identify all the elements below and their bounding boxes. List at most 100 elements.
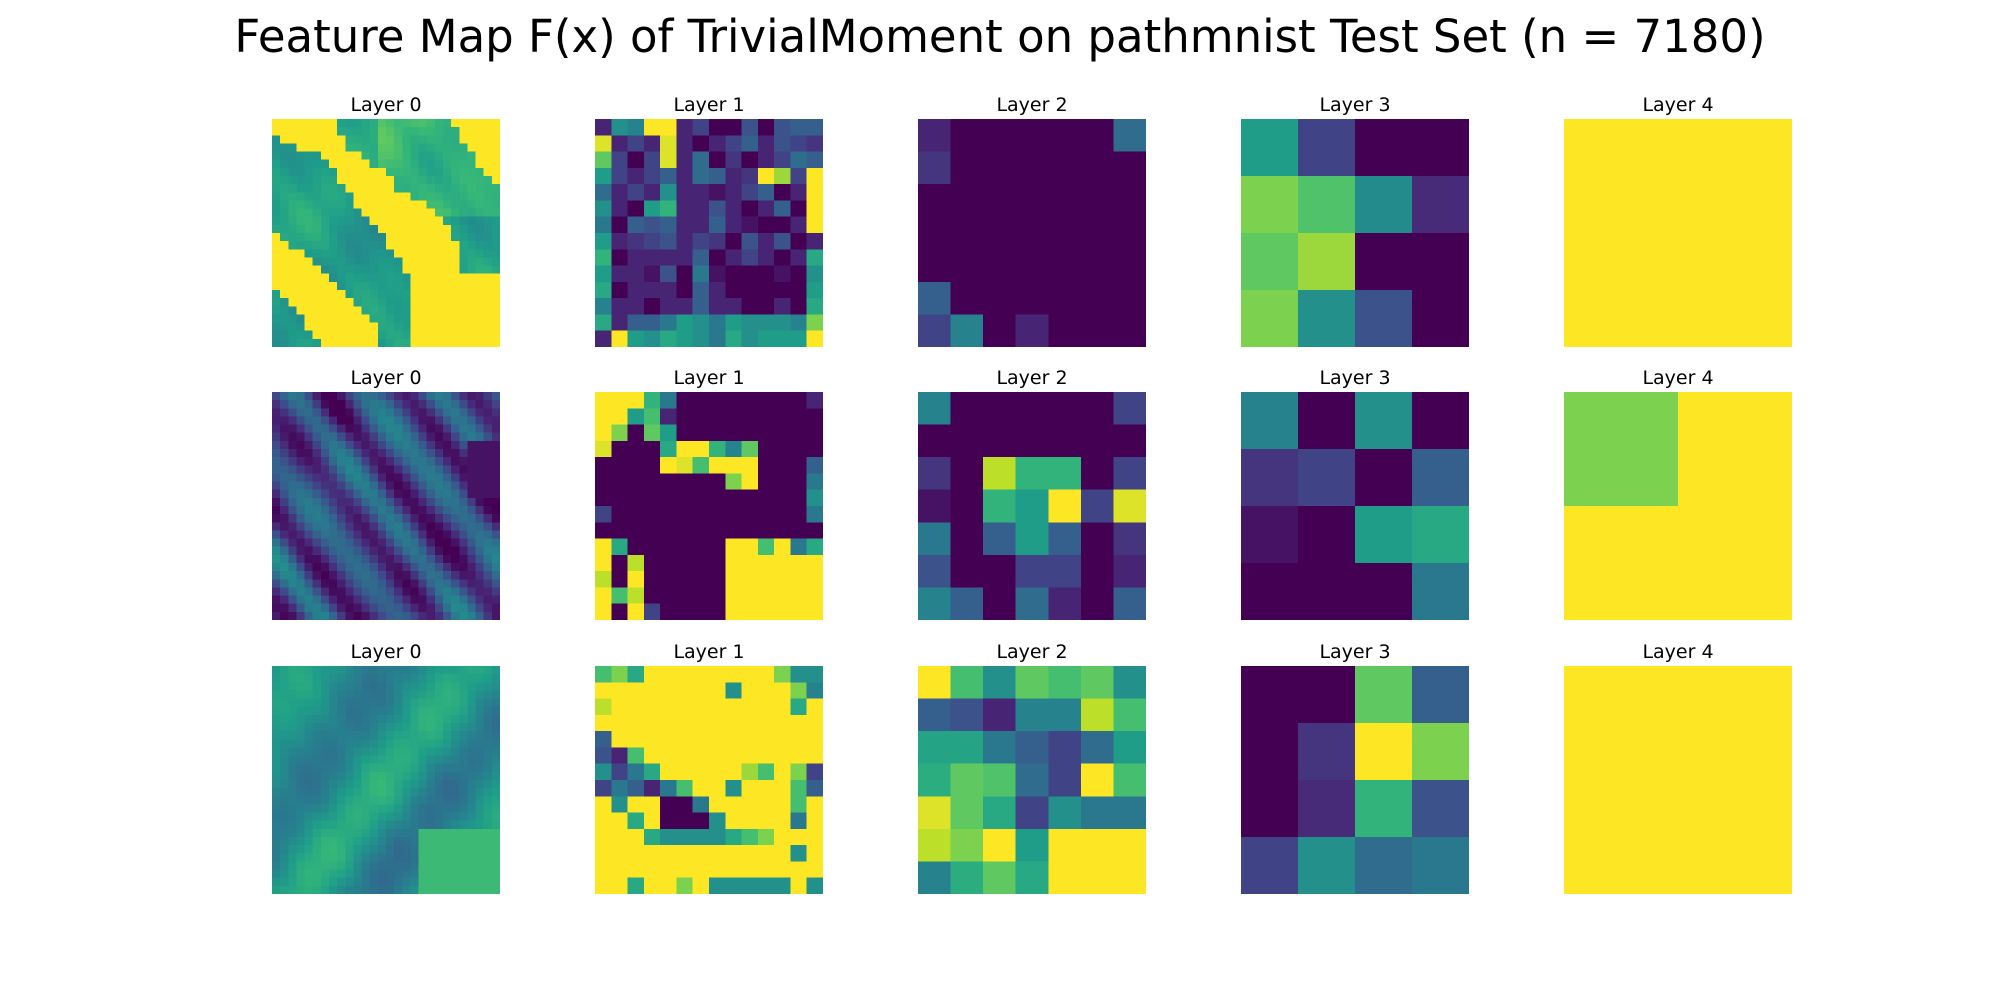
heatmap-cell xyxy=(377,249,387,259)
panel-title: Layer 3 xyxy=(1319,94,1391,116)
heatmap-cell xyxy=(643,216,661,234)
heatmap-cell xyxy=(296,506,306,515)
heatmap-cell xyxy=(467,159,477,169)
heatmap-cell xyxy=(434,200,444,210)
heatmap-cell xyxy=(426,176,436,185)
heatmap-cell xyxy=(345,877,355,887)
heatmap-cell xyxy=(1241,723,1299,781)
heatmap-cell xyxy=(288,322,298,332)
heatmap-cell xyxy=(402,473,412,483)
heatmap-cell xyxy=(394,265,403,275)
heatmap-cell xyxy=(337,563,346,572)
heatmap-cell xyxy=(451,416,460,426)
heatmap-cell xyxy=(443,200,452,210)
heatmap-cell xyxy=(806,489,823,507)
heatmap-cell xyxy=(312,135,322,145)
heatmap-cell xyxy=(1564,392,1679,507)
heatmap-cell xyxy=(660,828,678,846)
heatmap-cell xyxy=(475,771,485,781)
heatmap-cell xyxy=(304,837,314,846)
heatmap-cell xyxy=(345,723,355,732)
heatmap-cell xyxy=(725,281,743,299)
heatmap-cell xyxy=(272,546,281,556)
heatmap-cell xyxy=(402,338,412,347)
heatmap-cell xyxy=(491,489,500,499)
heatmap-cell xyxy=(296,159,306,169)
heatmap-cell xyxy=(280,538,289,548)
heatmap-cell xyxy=(434,739,444,749)
heatmap-cell xyxy=(272,449,281,458)
heatmap-cell xyxy=(353,885,363,894)
heatmap-cell xyxy=(337,497,346,507)
heatmap-cell xyxy=(394,127,403,136)
heatmap-cell xyxy=(475,828,485,838)
heatmap-cell xyxy=(459,877,469,887)
heatmap-cell xyxy=(329,249,338,259)
heatmap-cell xyxy=(1113,281,1146,316)
heatmap-cell xyxy=(394,554,403,564)
heatmap-cell xyxy=(418,861,428,871)
heatmap-cell xyxy=(676,554,694,572)
heatmap-cell xyxy=(402,755,412,765)
heatmap-cell xyxy=(361,812,371,822)
heatmap-cell xyxy=(918,828,952,863)
heatmap-cell xyxy=(660,167,678,185)
heatmap-cell xyxy=(418,176,428,185)
heatmap-cell xyxy=(394,837,403,846)
heatmap-cell xyxy=(418,257,428,267)
heatmap-cell xyxy=(386,538,395,548)
heatmap-cell xyxy=(361,771,371,781)
heatmap-cell xyxy=(361,440,371,450)
heatmap-cell xyxy=(434,706,444,716)
heatmap-cell xyxy=(483,127,493,136)
heatmap-cell xyxy=(329,611,338,620)
heatmap-cell xyxy=(394,465,403,475)
heatmap-cell xyxy=(337,571,346,580)
heatmap-cell xyxy=(483,546,493,556)
heatmap-cell xyxy=(483,167,493,177)
heatmap-cell xyxy=(434,465,444,475)
heatmap-cell xyxy=(1678,506,1792,620)
heatmap-cell xyxy=(329,167,338,177)
heatmap-cell xyxy=(434,481,444,491)
heatmap-cell xyxy=(345,338,355,347)
heatmap-cell xyxy=(434,714,444,724)
heatmap-cell xyxy=(369,127,379,136)
heatmap-cell xyxy=(353,595,363,605)
heatmap-cell xyxy=(491,457,500,466)
heatmap-cell xyxy=(369,257,379,267)
heatmap-cell xyxy=(475,392,485,401)
heatmap-cell xyxy=(386,127,395,136)
heatmap-cell xyxy=(272,845,281,854)
heatmap-cell xyxy=(329,571,338,580)
heatmap-cell xyxy=(369,233,379,242)
heatmap-cell xyxy=(329,706,338,716)
heatmap-cell xyxy=(345,273,355,283)
heatmap-cell xyxy=(660,522,678,540)
heatmap-cell xyxy=(475,119,485,128)
heatmap-cell xyxy=(337,184,346,193)
heatmap-cell xyxy=(483,739,493,749)
heatmap-cell xyxy=(361,723,371,732)
heatmap-cell xyxy=(394,481,403,491)
heatmap-cell xyxy=(757,845,775,863)
heatmap-cell xyxy=(692,249,710,267)
heatmap-cell xyxy=(402,579,412,589)
heatmap-cell xyxy=(475,674,485,683)
heatmap-cell xyxy=(296,812,306,822)
heatmap-cell xyxy=(443,143,452,153)
heatmap-cell xyxy=(377,330,387,340)
heatmap-cell xyxy=(410,392,420,401)
heatmap-cell xyxy=(483,119,493,128)
heatmap-cell xyxy=(774,780,792,797)
heatmap-cell xyxy=(692,281,710,299)
heatmap-cell xyxy=(709,281,726,299)
heatmap-cell xyxy=(296,233,306,242)
heatmap-cell xyxy=(280,298,289,307)
heatmap-cell xyxy=(386,192,395,202)
heatmap-cell xyxy=(475,208,485,218)
heatmap-cell xyxy=(1298,176,1356,234)
heatmap-cell xyxy=(418,514,428,523)
heatmap-cell xyxy=(296,306,306,316)
heatmap-cell xyxy=(337,473,346,483)
